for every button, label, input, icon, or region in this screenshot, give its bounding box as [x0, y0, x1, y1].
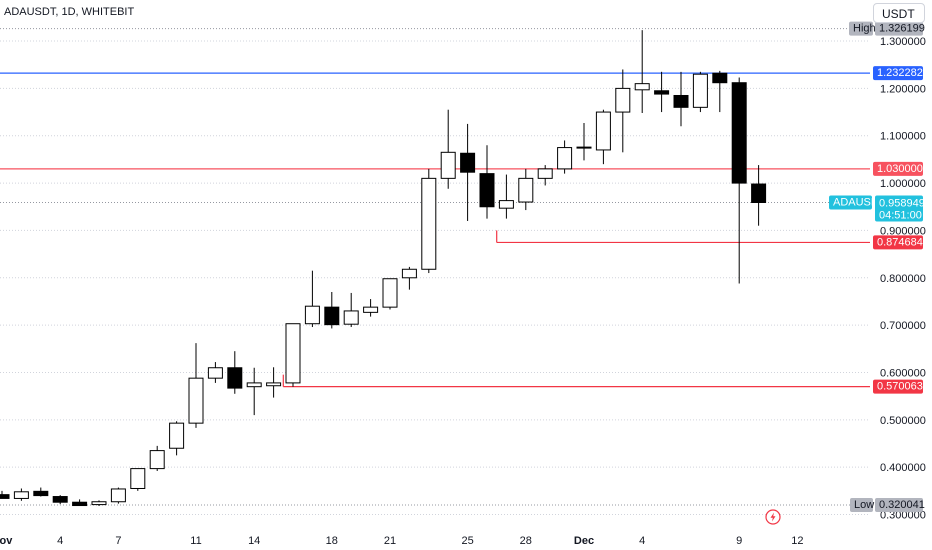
candle-body [518, 177, 534, 203]
level-1030-tag-text: 1.030000 [877, 163, 923, 175]
price-axis[interactable]: 0.300000 0.400000 0.500000 0.600000 0.700000… [880, 36, 926, 521]
candle-body [440, 151, 456, 179]
time-tick-label: 4 [57, 535, 63, 547]
time-tick-label: 28 [520, 535, 532, 547]
candle-body [751, 183, 767, 204]
candle-body [266, 382, 282, 387]
candle-body [169, 422, 185, 449]
candle-body [673, 94, 689, 108]
time-tick-label: 7 [115, 535, 121, 547]
candle-body [460, 152, 476, 173]
time-tick-label: Nov [0, 535, 13, 547]
candle-body [654, 90, 670, 95]
candle-body [537, 168, 553, 179]
level-0570-tag-text: 0.570063 [877, 381, 923, 393]
candle-body [52, 496, 68, 503]
candle-body [33, 490, 49, 497]
high-label-text: High [853, 23, 876, 35]
price-tick-label: 1.000000 [880, 178, 926, 190]
low-value-bg [875, 498, 923, 513]
low-label-text: Low [854, 499, 874, 511]
time-tick-label: 4 [639, 535, 645, 547]
lightning-bolt-icon[interactable] [765, 509, 781, 525]
price-tick-label: 0.500000 [880, 415, 926, 427]
price-tick-label: 1.100000 [880, 131, 926, 143]
candle-body [304, 305, 320, 325]
currency-button[interactable]: USDT [873, 3, 925, 23]
price-tick-label: 0.900000 [880, 225, 926, 237]
lightning-bolt-icon [770, 512, 776, 522]
price-tick-label: 0.400000 [880, 462, 926, 474]
candle-body [576, 146, 592, 149]
candle-body [13, 491, 29, 499]
candle-body [343, 310, 359, 325]
level-1030-tag-bg [873, 161, 923, 176]
candle-body [285, 323, 301, 384]
time-tick-label: 11 [190, 535, 201, 547]
time-tick-label: 18 [326, 535, 338, 547]
price-tick-label: 0.600000 [880, 367, 926, 379]
candle-body [363, 306, 379, 313]
time-tick-label: 21 [384, 535, 396, 547]
candle-body [712, 72, 728, 84]
current-symbol-bg [829, 195, 872, 210]
time-tick-label: 14 [248, 535, 260, 547]
candle-body [324, 306, 340, 326]
price-tick-label: 1.300000 [880, 36, 926, 48]
candle-body [498, 200, 514, 209]
current-price-bg [875, 195, 923, 222]
symbol-title[interactable]: ADAUSDT, 1D, WHITEBIT [4, 6, 135, 18]
candle-body [634, 83, 650, 91]
candle-body [130, 468, 146, 489]
low-value-text: 0.320041 [879, 499, 925, 511]
level-0874-tag-bg [873, 235, 923, 250]
price-tick-label: 0.800000 [880, 273, 926, 285]
candle-body [227, 367, 243, 389]
candle-body [382, 278, 398, 308]
time-tick-label: 25 [461, 535, 473, 547]
event-markers[interactable] [765, 509, 781, 525]
level-1232-tag-bg [873, 66, 923, 81]
current-price-value: 0.958949 [879, 198, 925, 210]
time-tick-label: 9 [736, 535, 742, 547]
candle-body [557, 147, 573, 170]
candle-body [421, 177, 437, 270]
candlestick-series [0, 30, 767, 507]
candle-body [731, 82, 747, 184]
time-tick-label: 12 [791, 535, 803, 547]
high-value-bg [875, 21, 923, 36]
current-price-countdown: 04:51:00 [879, 210, 922, 222]
candle-body [0, 494, 10, 499]
candle-body [72, 501, 88, 507]
level-0874-tag-text: 0.874684 [877, 236, 923, 248]
price-tick-label: 0.300000 [880, 510, 926, 522]
level-1232-tag-text: 1.232282 [877, 67, 923, 79]
candle-body [207, 367, 223, 379]
price-tags: 1.232282 1.030000 0.874684 0.570063 High 1.32… [829, 21, 925, 513]
current-symbol-text: ADAUSDT [833, 197, 886, 209]
price-tick-label: 1.200000 [880, 83, 926, 95]
candle-body [692, 73, 708, 108]
candle-body [188, 377, 204, 424]
candle-body [401, 268, 417, 279]
candle-body [149, 450, 165, 470]
candle-body [479, 173, 495, 208]
candle-body [615, 87, 631, 113]
candle-body [91, 501, 107, 506]
low-label-bg [850, 498, 873, 513]
time-tick-label: Dec [574, 535, 594, 547]
time-axis[interactable]: Nov 4 7 11 14 18 21 25 28 Dec 4 9 12 [0, 535, 804, 547]
high-label-bg [849, 21, 873, 36]
level-0570-tag-bg [873, 379, 923, 394]
candle-body [246, 382, 262, 388]
candle-body [110, 488, 126, 503]
high-value-text: 1.326199 [879, 23, 925, 35]
price-tick-label: 0.700000 [880, 320, 926, 332]
candle-body [595, 111, 611, 151]
